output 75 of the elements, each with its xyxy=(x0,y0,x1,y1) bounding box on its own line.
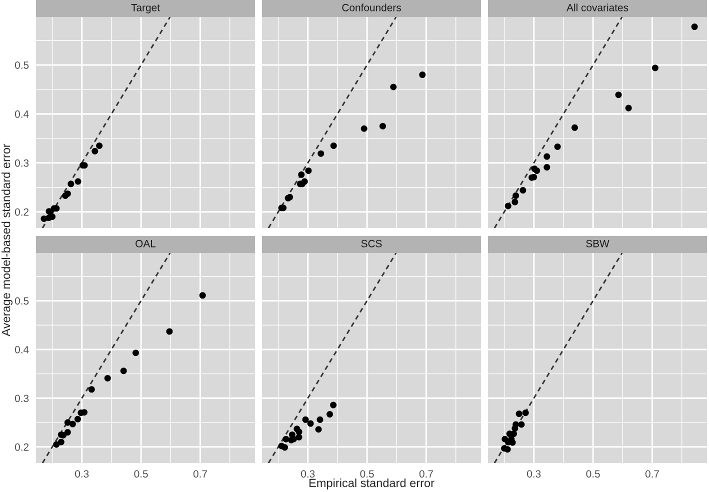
y-tick-label: 0.4 xyxy=(14,110,29,118)
point xyxy=(68,180,74,188)
x-tick-label: 0.5 xyxy=(134,470,148,478)
point xyxy=(64,429,71,436)
point xyxy=(120,368,127,374)
point xyxy=(379,122,386,130)
point xyxy=(58,438,64,446)
x-tick-label: 0.5 xyxy=(360,470,374,478)
chart-title: Confounders xyxy=(342,4,401,12)
point xyxy=(544,153,550,160)
y-tick-label: 0.5 xyxy=(14,297,29,305)
point xyxy=(74,416,81,422)
point xyxy=(571,124,578,131)
point xyxy=(504,446,511,453)
x-tick-label: 0.7 xyxy=(419,470,433,478)
point xyxy=(544,164,550,171)
y-tick-label: 0.3 xyxy=(14,394,29,402)
point xyxy=(516,410,522,418)
chart-title: All covariates xyxy=(566,4,628,12)
point xyxy=(504,202,512,210)
point xyxy=(652,64,658,72)
point xyxy=(132,350,139,356)
point xyxy=(554,143,561,150)
point xyxy=(534,167,540,174)
chart-title: Target xyxy=(131,4,160,14)
point xyxy=(518,421,525,428)
point xyxy=(92,148,98,154)
point xyxy=(512,421,520,428)
point xyxy=(104,374,111,382)
point xyxy=(318,150,324,157)
point xyxy=(512,192,520,199)
point xyxy=(69,420,76,428)
point xyxy=(199,292,206,299)
point xyxy=(88,386,95,393)
point xyxy=(315,426,322,433)
x-tick-label: 0.3 xyxy=(301,470,315,478)
x-tick-label: 0.5 xyxy=(586,470,600,478)
y-tick-label: 0.2 xyxy=(14,208,29,216)
y-tick-label: 0.2 xyxy=(14,443,29,451)
y-axis-title: Average model-based standard error xyxy=(2,144,12,336)
point xyxy=(625,104,632,112)
chart-title: SCS xyxy=(361,240,382,248)
point xyxy=(419,72,426,78)
point xyxy=(512,198,518,206)
point xyxy=(330,142,337,150)
y-tick-label: 0.5 xyxy=(14,61,29,69)
x-tick-label: 0.7 xyxy=(193,470,207,478)
point xyxy=(296,434,302,440)
chart-title: OAL xyxy=(136,240,156,248)
point xyxy=(326,411,334,418)
point xyxy=(615,92,622,98)
point xyxy=(360,125,368,132)
point xyxy=(305,167,312,174)
point xyxy=(74,178,82,185)
chart-title: SBW xyxy=(586,240,610,248)
point xyxy=(520,187,526,194)
point xyxy=(166,328,173,335)
y-tick-label: 0.4 xyxy=(14,346,29,354)
point xyxy=(390,84,397,90)
point xyxy=(96,142,103,150)
x-axis-title: Empirical standard error xyxy=(309,478,434,490)
x-tick-label: 0.3 xyxy=(75,470,89,478)
point xyxy=(522,410,529,416)
point xyxy=(307,420,314,427)
point xyxy=(298,171,305,178)
x-tick-label: 0.7 xyxy=(645,470,659,478)
point xyxy=(509,439,516,446)
x-tick-label: 0.3 xyxy=(527,470,541,478)
point xyxy=(316,416,324,423)
point xyxy=(691,24,698,30)
point xyxy=(301,178,308,185)
y-tick-label: 0.3 xyxy=(14,159,29,167)
point xyxy=(330,402,337,408)
point xyxy=(302,416,309,423)
point xyxy=(282,444,288,451)
